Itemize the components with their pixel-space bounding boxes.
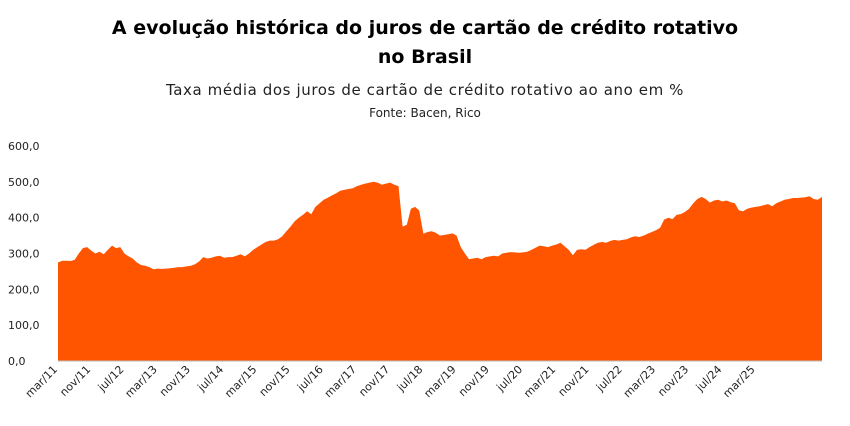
x-tick-label: nov/13: [157, 363, 193, 399]
x-tick-label: mar/15: [222, 363, 259, 400]
x-tick-label: jul/14: [195, 363, 227, 395]
chart-title-line2: no Brasil: [377, 46, 473, 68]
x-tick-label: jul/12: [95, 363, 127, 395]
x-tick-label: mar/23: [621, 363, 658, 400]
x-tick-label: mar/11: [23, 363, 60, 400]
y-tick-label: 400,0: [8, 212, 40, 225]
x-tick-label: mar/21: [521, 363, 558, 400]
x-tick-label: nov/23: [655, 363, 691, 399]
x-tick-label: jul/18: [394, 363, 426, 395]
y-tick-label: 0,0: [8, 355, 26, 368]
x-tick-label: jul/16: [294, 363, 326, 395]
x-tick-label: nov/19: [456, 363, 492, 399]
x-tick-label: mar/25: [720, 363, 757, 400]
chart-title: A evolução histórica do juros de cartão …: [111, 17, 739, 39]
x-tick-label: mar/13: [123, 363, 160, 400]
y-tick-label: 300,0: [8, 248, 40, 261]
y-tick-label: 600,0: [8, 140, 40, 153]
y-tick-label: 100,0: [8, 319, 40, 332]
x-tick-label: jul/22: [593, 363, 625, 395]
chart-subtitle: Taxa média dos juros de cartão de crédit…: [165, 81, 685, 99]
x-tick-label: nov/17: [356, 363, 392, 399]
y-tick-label: 500,0: [8, 176, 40, 189]
x-tick-label: nov/21: [556, 363, 592, 399]
x-tick-label: mar/19: [421, 363, 458, 400]
series-area: [58, 181, 822, 361]
x-tick-label: nov/11: [57, 363, 93, 399]
chart-source: Fonte: Bacen, Rico: [369, 106, 481, 120]
x-tick-label: jul/20: [493, 363, 525, 395]
x-tick-label: nov/15: [257, 363, 293, 399]
x-tick-label: mar/17: [322, 363, 359, 400]
y-tick-label: 200,0: [8, 283, 40, 296]
x-tick-label: jul/24: [693, 363, 725, 395]
